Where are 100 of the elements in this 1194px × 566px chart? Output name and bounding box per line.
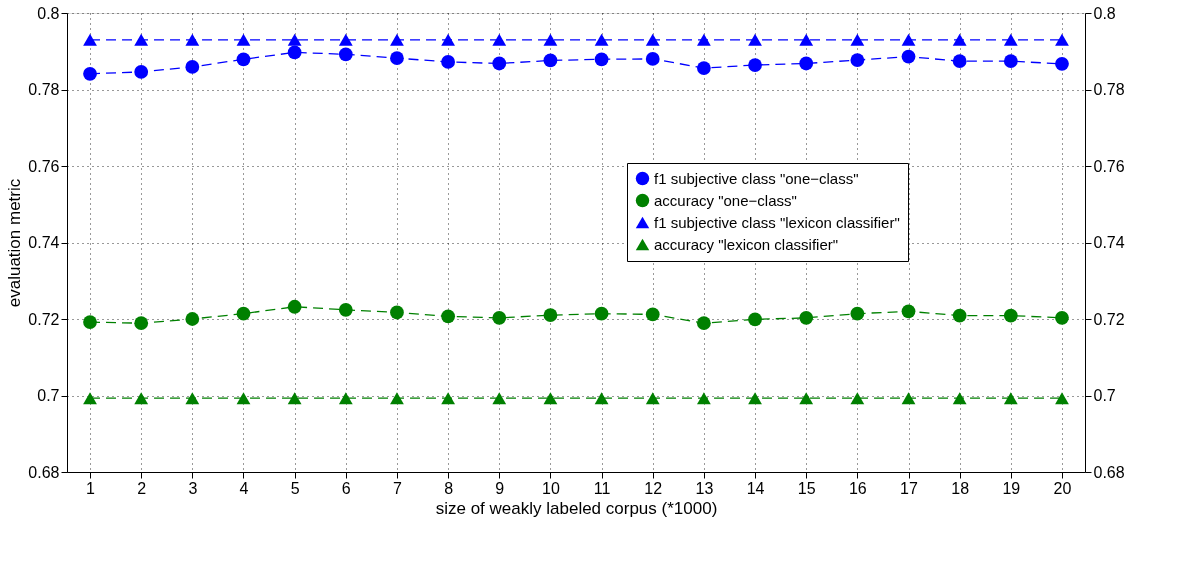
point: [185, 392, 200, 405]
point: [236, 392, 251, 405]
point: [236, 52, 251, 67]
point: [799, 56, 814, 71]
point: [850, 33, 865, 46]
x-tick-label: 10: [542, 479, 560, 497]
point: [901, 33, 916, 46]
y2-tick-label: 0.72: [1093, 310, 1125, 328]
point: [952, 54, 967, 69]
x-tick-label: 2: [137, 479, 147, 497]
point: [543, 53, 558, 68]
point: [441, 309, 455, 324]
y-tick-label: 0.68: [28, 463, 60, 481]
point: [850, 306, 865, 321]
point: [83, 33, 97, 46]
point: [748, 312, 762, 327]
y-tick-label: 0.7: [37, 387, 60, 404]
point: [799, 392, 814, 405]
point: [645, 307, 660, 322]
point: [594, 33, 609, 46]
x-tick-label: 19: [1002, 479, 1021, 497]
point: [1003, 33, 1018, 46]
point: [1055, 56, 1069, 71]
x-tick-label: 1: [86, 479, 96, 497]
point: [952, 308, 967, 323]
x-tick-label: 4: [239, 479, 249, 497]
x-tick-label: 11: [593, 479, 611, 497]
point: [594, 392, 609, 405]
y2-tick-label: 0.8: [1093, 4, 1116, 22]
point: [134, 392, 149, 405]
y2-tick-label: 0.76: [1093, 157, 1125, 175]
point: [492, 56, 507, 71]
legend-label: accuracy "one−class": [654, 191, 797, 209]
point: [543, 308, 558, 323]
point: [287, 299, 302, 314]
point: [697, 316, 711, 331]
point: [543, 392, 558, 405]
point: [287, 33, 302, 46]
point: [697, 61, 711, 75]
x-tick-label: 5: [290, 479, 300, 497]
point: [952, 392, 967, 405]
point: [850, 392, 865, 405]
point: [492, 33, 507, 46]
y2-tick-label: 0.78: [1093, 81, 1125, 98]
point: [1055, 392, 1069, 405]
point: [287, 392, 302, 405]
point: [1055, 33, 1069, 46]
point: [492, 392, 507, 405]
x-tick-label: 6: [341, 479, 351, 497]
x-tick-label: 9: [495, 479, 505, 497]
x-tick-label: 20: [1053, 479, 1072, 497]
x-tick-label: 3: [188, 479, 198, 497]
point: [594, 306, 609, 321]
point: [748, 58, 762, 72]
x-tick-label: 16: [848, 479, 867, 497]
point: [185, 33, 200, 46]
point: [338, 47, 353, 62]
point: [338, 392, 353, 405]
point: [134, 33, 149, 46]
point: [1003, 54, 1018, 69]
point: [134, 65, 149, 79]
y2-tick-label: 0.7: [1093, 387, 1116, 404]
point: [287, 45, 302, 60]
x-tick-label: 13: [695, 479, 714, 497]
legend-label: f1 subjective class "one−class": [654, 169, 859, 187]
point: [799, 310, 814, 325]
point: [645, 33, 660, 46]
point: [390, 33, 404, 46]
point: [134, 316, 149, 331]
x-tick-label: 12: [644, 479, 663, 497]
legend-label: accuracy "lexicon classifier": [654, 235, 839, 253]
y2-tick-label: 0.68: [1093, 463, 1125, 481]
point: [83, 392, 97, 405]
point: [850, 53, 865, 67]
point: [441, 33, 455, 46]
x-axis-title: size of weakly labeled corpus (*1000): [435, 498, 718, 518]
point: [236, 33, 251, 46]
point: [1003, 392, 1018, 405]
point: [901, 392, 916, 405]
point: [83, 315, 97, 329]
point: [748, 33, 762, 46]
point: [594, 52, 609, 67]
x-tick-label: 7: [393, 479, 402, 497]
point: [338, 33, 353, 46]
y-axis-title: evaluation metric: [5, 178, 25, 308]
point: [697, 33, 711, 46]
point: [441, 392, 455, 405]
point: [1003, 308, 1018, 323]
point: [543, 33, 558, 46]
y-tick-label: 0.72: [28, 310, 60, 328]
y-tick-label: 0.8: [37, 4, 60, 22]
y2-tick-label: 0.74: [1093, 234, 1125, 251]
y-tick-label: 0.76: [28, 157, 60, 175]
x-tick-label: 18: [951, 479, 970, 497]
x-tick-label: 15: [797, 479, 816, 497]
point: [83, 66, 97, 81]
point: [799, 33, 814, 46]
x-tick-label: 8: [444, 479, 454, 497]
point: [697, 392, 711, 405]
point: [338, 302, 353, 317]
